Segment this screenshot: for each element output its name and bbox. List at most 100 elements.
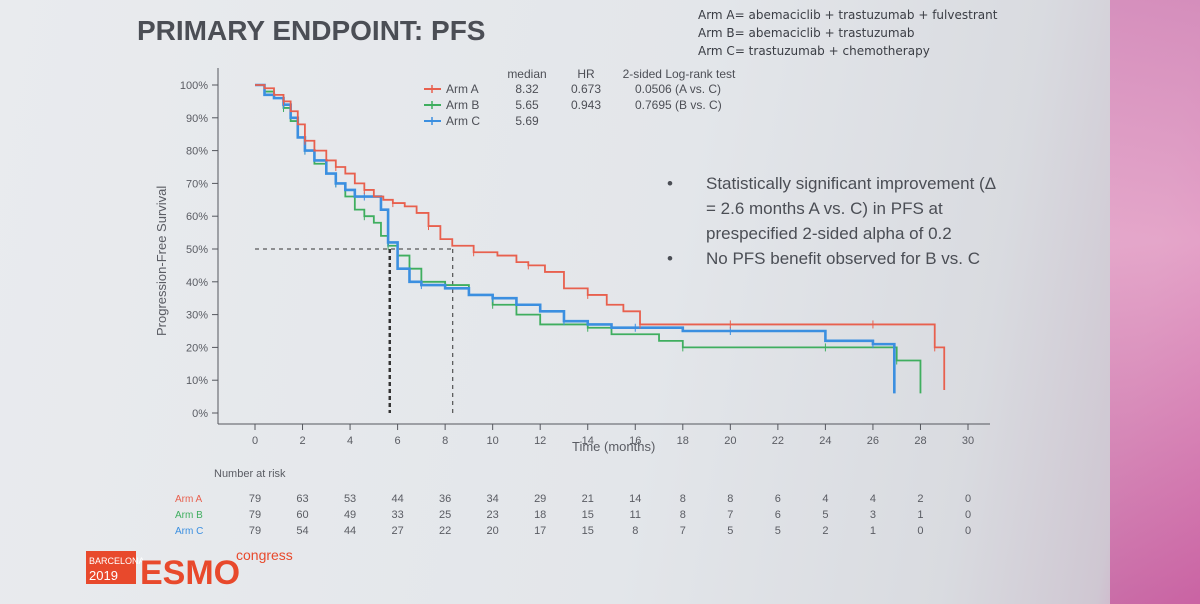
x-axis: 0 2 4 6 8 10 12 14 16 18 20 22 24 26 28 30 [252,424,974,447]
risk-value: 0 [965,509,971,521]
x-tick-label: 6 [395,435,401,447]
risk-row-label: Arm C [175,526,203,537]
legend-hr: 0.943 [571,98,601,112]
risk-value: 8 [680,493,686,505]
km-curve-arm-c [255,83,896,394]
risk-value: 20 [487,525,499,537]
legend-hr: 0.673 [571,82,601,96]
arm-definition-2: Arm C= trastuzumab + chemotherapy [698,44,930,58]
bullet-dot: • [667,249,673,268]
stats-header: HR [577,67,595,81]
risk-value: 4 [822,493,828,505]
survival-curves [255,83,946,394]
x-tick-label: 20 [724,435,736,447]
x-tick-label: 0 [252,435,258,447]
y-tick-label: 50% [186,244,208,256]
x-tick-label: 24 [819,435,831,447]
bullet-line: = 2.6 months A vs. C) in PFS at [706,199,943,218]
risk-value: 25 [439,509,451,521]
stats-header: 2-sided Log-rank test [623,67,736,81]
legend-logrank: 0.7695 (B vs. C) [635,98,722,112]
risk-value: 0 [965,493,971,505]
y-axis: 0% 10% 20% 30% 40% 50% 60% 70% 80% 90% 100% [180,80,218,420]
risk-value: 3 [870,509,876,521]
x-tick-label: 22 [772,435,784,447]
y-tick-label: 60% [186,211,208,223]
bullet-line: Statistically significant improvement (Δ [706,174,996,193]
bullet-dot: • [667,174,673,193]
risk-value: 54 [296,525,308,537]
risk-value: 63 [296,493,308,505]
x-tick-label: 10 [487,435,499,447]
y-tick-label: 70% [186,178,208,190]
bullet-line: No PFS benefit observed for B vs. C [706,249,980,268]
x-tick-label: 16 [629,435,641,447]
risk-value: 5 [775,525,781,537]
risk-value: 79 [249,493,261,505]
y-tick-label: 80% [186,146,208,158]
x-tick-label: 2 [299,435,305,447]
risk-value: 2 [917,493,923,505]
logo-brand: ESMO [140,554,240,592]
risk-value: 44 [344,525,356,537]
risk-value: 15 [582,525,594,537]
logo-year: 2019 [89,568,118,583]
y-tick-label: 90% [186,113,208,125]
bullet-line: prespecified 2-sided alpha of 0.2 [706,224,952,243]
x-tick-label: 30 [962,435,974,447]
risk-value: 5 [727,525,733,537]
x-tick-label: 12 [534,435,546,447]
legend-label: Arm C [446,114,480,128]
risk-value: 27 [391,525,403,537]
x-tick-label: 4 [347,435,353,447]
logo-city: BARCELONA [89,556,145,566]
risk-value: 44 [391,493,403,505]
risk-value: 6 [775,509,781,521]
legend-logrank: 0.0506 (A vs. C) [635,82,721,96]
risk-value: 23 [487,509,499,521]
decorative-pink-band [1110,0,1200,604]
legend-median: 5.69 [515,114,539,128]
esmo-logo: BARCELONA 2019 ESMO congress [86,547,293,592]
arm-definition-0: Arm A= abemaciclib + trastuzumab + fulve… [698,8,998,22]
x-tick-label: 14 [582,435,594,447]
risk-value: 8 [632,525,638,537]
x-tick-label: 18 [677,435,689,447]
risk-value: 8 [680,509,686,521]
logo-suffix: congress [236,547,293,563]
arm-definition-1: Arm B= abemaciclib + trastuzumab [698,26,915,40]
x-tick-label: 28 [914,435,926,447]
logo-city-box [86,551,136,584]
y-axis-label: Progression-Free Survival [154,186,169,336]
risk-value: 79 [249,525,261,537]
median-reference-lines [255,248,454,413]
stats-header: median [507,67,546,81]
risk-value: 0 [917,525,923,537]
risk-value: 18 [534,509,546,521]
y-tick-label: 0% [192,408,208,420]
risk-value: 2 [822,525,828,537]
y-tick-label: 10% [186,375,208,387]
legend-stats-table: median HR 2-sided Log-rank test Arm A 8.32 0.… [424,67,736,128]
risk-value: 17 [534,525,546,537]
risk-value: 1 [870,525,876,537]
legend-median: 5.65 [515,98,539,112]
x-tick-label: 8 [442,435,448,447]
y-tick-label: 30% [186,310,208,322]
slide-title: PRIMARY ENDPOINT: PFS [137,15,485,46]
risk-value: 15 [582,509,594,521]
risk-value: 8 [727,493,733,505]
legend-median: 8.32 [515,82,539,96]
risk-value: 7 [727,509,733,521]
plot-frame [217,68,990,425]
risk-value: 4 [870,493,876,505]
y-tick-label: 40% [186,277,208,289]
risk-value: 7 [680,525,686,537]
risk-value: 22 [439,525,451,537]
risk-value: 6 [775,493,781,505]
key-findings: • Statistically significant improvement (… [667,174,996,268]
risk-value: 0 [965,525,971,537]
